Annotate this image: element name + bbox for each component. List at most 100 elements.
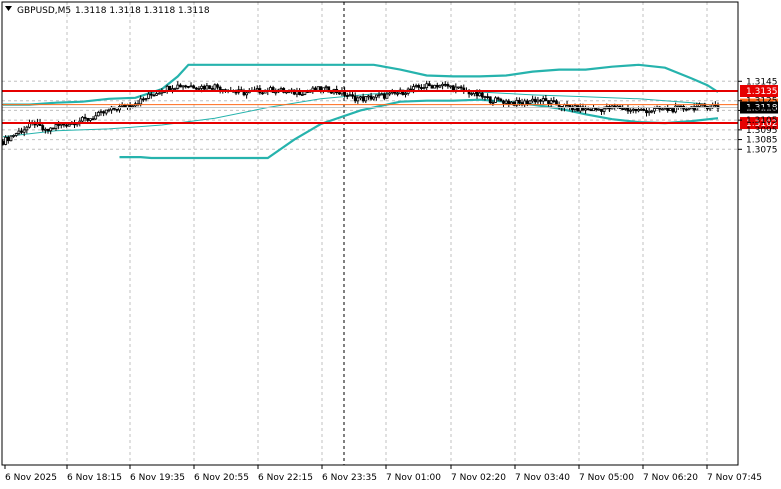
candle-body: [594, 107, 598, 110]
candle: [385, 91, 389, 99]
candle-body: [687, 108, 691, 111]
candle: [483, 95, 487, 101]
candle: [488, 96, 492, 105]
y-tick-label: 1.3105: [746, 116, 778, 126]
candle-body: [438, 85, 442, 88]
candle: [22, 126, 26, 137]
candle-body: [417, 85, 421, 88]
candle-body: [600, 108, 603, 112]
candle-body: [210, 88, 214, 90]
candle-body: [171, 88, 174, 91]
y-tick-label: 1.3085: [746, 136, 778, 146]
candle-body: [496, 97, 500, 100]
candle-body: [43, 128, 47, 131]
candle-body: [329, 91, 333, 94]
candle: [623, 107, 627, 111]
candle-body: [20, 130, 23, 133]
chart-collapse-triangle-icon[interactable]: [5, 6, 12, 11]
candle-body: [377, 94, 381, 97]
candle-body: [504, 100, 508, 104]
candle-body: [22, 129, 26, 133]
candle-body: [512, 101, 516, 106]
candle-body: [647, 110, 651, 114]
candle-body: [676, 105, 680, 108]
chart-grid: [2, 2, 738, 465]
y-tick-label: 1.3075: [746, 145, 778, 155]
candle-body: [46, 128, 50, 132]
candle-body: [639, 108, 643, 111]
candle: [494, 96, 497, 103]
candle: [427, 81, 431, 87]
candle: [128, 102, 132, 110]
candle-body: [218, 86, 222, 91]
candle-body: [181, 85, 185, 88]
candle: [414, 83, 418, 89]
candle: [377, 91, 381, 99]
candle: [629, 108, 633, 114]
candle-body: [176, 84, 180, 89]
candle-body: [179, 84, 182, 88]
candle: [541, 95, 545, 105]
candle-body: [502, 100, 505, 104]
candle-body: [671, 108, 675, 113]
candle-body: [483, 96, 487, 99]
candle: [176, 81, 180, 90]
candle: [446, 82, 450, 89]
candle-body: [393, 91, 397, 94]
y-tick-label: 1.3125: [746, 97, 778, 107]
candle: [600, 108, 603, 116]
candle-body: [67, 123, 71, 127]
candle: [194, 86, 198, 91]
candle: [425, 80, 429, 92]
candle-body: [536, 99, 540, 103]
candle-body: [274, 91, 278, 94]
candle-body: [674, 105, 678, 113]
candle-body: [123, 104, 127, 108]
candle-body: [102, 111, 106, 114]
candle-body: [576, 105, 580, 112]
candle: [337, 92, 341, 95]
candle-body: [208, 85, 211, 89]
candle: [210, 85, 214, 90]
candle-body: [570, 106, 574, 110]
candle: [544, 94, 548, 102]
current-price-tag-label: 1.3118: [746, 104, 778, 114]
candle: [9, 135, 13, 142]
candle: [25, 125, 29, 134]
candle: [348, 91, 352, 97]
candle-body: [380, 93, 384, 96]
candle: [578, 103, 582, 113]
candle: [107, 108, 111, 113]
candle-body: [351, 94, 354, 97]
candle-body: [679, 105, 683, 108]
x-tick-label: 6 Nov 23:35: [322, 473, 377, 483]
candle-body: [470, 93, 474, 95]
candle: [576, 105, 580, 112]
candle-body: [9, 135, 13, 142]
candle-body: [324, 86, 328, 89]
level-tag-bg: [740, 85, 778, 97]
candle: [118, 103, 121, 113]
candle-body: [14, 133, 18, 136]
candle-body: [507, 100, 511, 105]
candle-body: [404, 93, 407, 95]
candle: [687, 107, 691, 111]
plot-frame: [1, 1, 739, 466]
candle: [552, 96, 556, 104]
candle: [430, 84, 434, 89]
candle-body: [631, 108, 635, 111]
level-tag-label: 1.3135: [746, 87, 778, 97]
candle-body: [491, 102, 495, 104]
candle-body: [279, 88, 283, 91]
candle-body: [602, 108, 606, 112]
candle: [382, 92, 386, 101]
candle-body: [118, 105, 121, 111]
candle: [584, 105, 587, 114]
x-tick-label: 6 Nov 20:55: [194, 473, 249, 483]
candle: [179, 83, 182, 88]
candle-body: [626, 107, 630, 112]
candle: [49, 127, 53, 135]
candle-body: [86, 117, 90, 121]
candle: [208, 85, 211, 90]
